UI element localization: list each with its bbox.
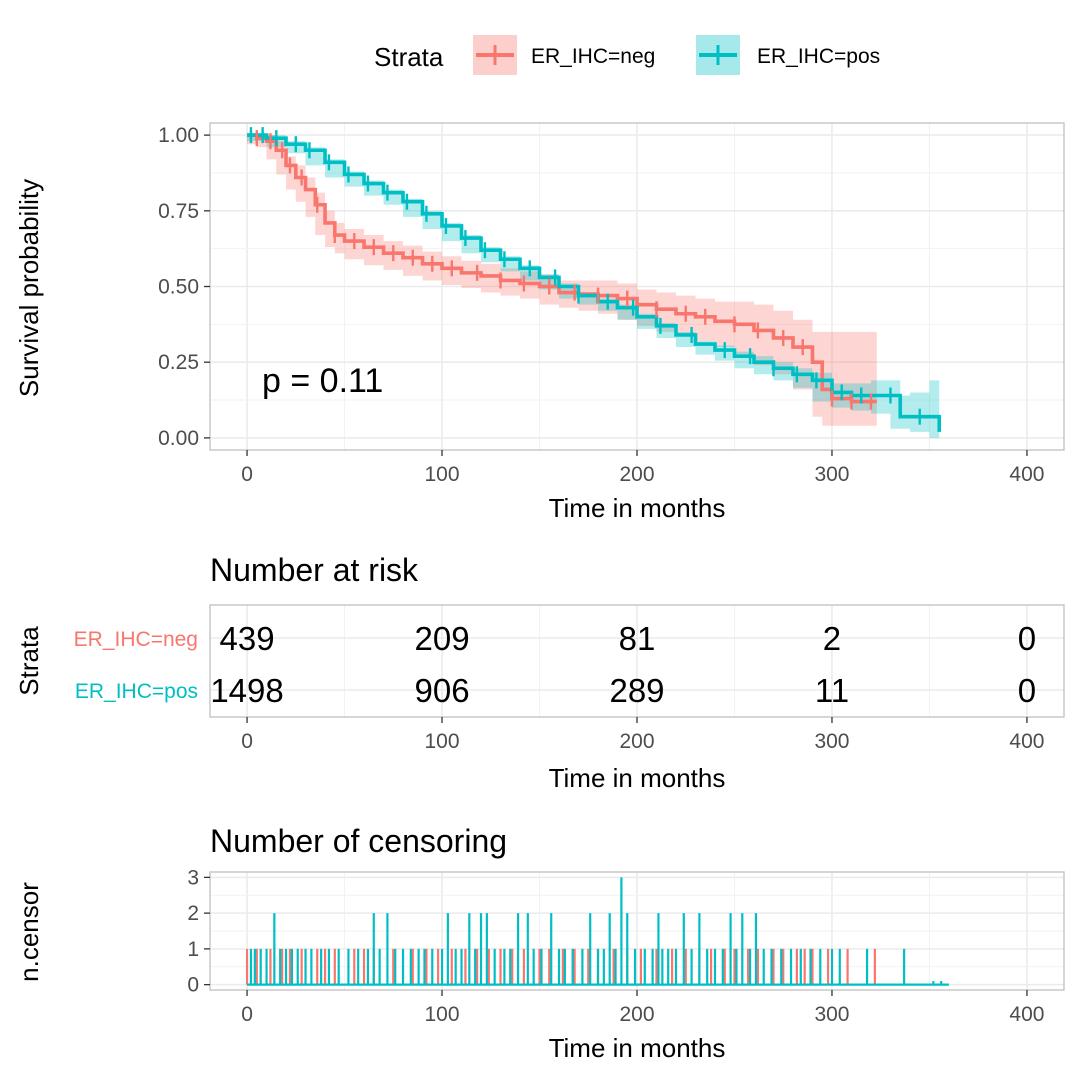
censor-plot-x-tick-label: 200 [619, 1003, 654, 1026]
risk-table-x-ticks: 0 100 200 300 400 [241, 717, 1044, 753]
censor-plot-y-tick-label: 1 [187, 938, 199, 961]
survival-y-tick-label: 0.50 [158, 276, 199, 299]
survival-curve-neg [247, 133, 877, 404]
risk-table-cell: 0 [1018, 620, 1036, 657]
legend-title: Strata [374, 42, 444, 72]
censor-plot-x-tick-label: 400 [1009, 1003, 1044, 1026]
survival-band-neg [247, 135, 877, 426]
risk-table-x-tick-label: 0 [241, 730, 253, 753]
risk-table-cell: 209 [414, 620, 469, 657]
survival-pvalue: p = 0.11 [262, 362, 383, 400]
survival-y-tick-label: 0.75 [158, 200, 199, 223]
risk-table-cell: 2 [823, 620, 841, 657]
risk-table-cell: 906 [414, 672, 469, 709]
survival-y-tick-label: 1.00 [158, 124, 199, 147]
risk-table-row-label: ER_IHC=pos [75, 680, 198, 703]
risk-table-title: Number at risk [210, 552, 419, 588]
survival-x-tick-label: 400 [1009, 463, 1044, 486]
risk-table-x-tick-label: 200 [619, 730, 654, 753]
survival-y-tick-label: 0.25 [158, 351, 199, 374]
censor-plot-bars [245, 877, 949, 986]
censor-plot-xlabel: Time in months [549, 1033, 726, 1063]
risk-table-x-tick-label: 100 [424, 730, 459, 753]
survival-x-ticks: 0 100 200 300 400 [241, 450, 1044, 486]
censor-plot-x-tick-label: 0 [241, 1003, 253, 1026]
legend: Strata ER_IHC=neg ER_IHC=pos [374, 35, 880, 75]
risk-table-cell: 11 [815, 672, 849, 709]
censor-plot: Number of censoring n.censor 0 100 200 300 4… [14, 823, 1065, 1063]
legend-label-neg: ER_IHC=neg [531, 45, 655, 68]
risk-table-x-tick-label: 300 [814, 730, 849, 753]
survival-x-tick-label: 100 [424, 463, 459, 486]
censor-plot-y-ticks: 0 1 2 3 [187, 866, 210, 997]
survival-x-tick-label: 300 [814, 463, 849, 486]
risk-table-xlabel: Time in months [549, 763, 726, 793]
risk-table-cell: 0 [1018, 672, 1036, 709]
risk-table: Number at risk Strata ER_IHC=neg ER_IHC=p… [14, 552, 1065, 793]
censor-plot-x-ticks: 0 100 200 300 400 [241, 990, 1044, 1026]
censor-plot-x-tick-label: 100 [424, 1003, 459, 1026]
risk-table-row-label: ER_IHC=neg [74, 628, 198, 651]
censor-plot-title: Number of censoring [210, 823, 507, 859]
survival-y-ticks: 0.00 0.25 0.50 0.75 1.00 [158, 124, 210, 450]
risk-table-row-labels: ER_IHC=neg ER_IHC=pos [74, 628, 198, 703]
survival-xlabel: Time in months [549, 493, 726, 523]
survival-censor-marks [249, 127, 921, 425]
survival-plot: Survival probability 0 100 200 300 400 0.000… [14, 122, 1065, 523]
risk-table-ylabel: Strata [14, 626, 44, 696]
censor-plot-y-tick-label: 2 [187, 902, 199, 925]
survival-y-tick-label: 0.00 [158, 427, 199, 450]
survival-x-tick-label: 200 [619, 463, 654, 486]
risk-table-cell: 439 [220, 620, 275, 657]
risk-table-cell: 81 [619, 620, 656, 657]
risk-table-cell: 1498 [210, 672, 283, 709]
risk-table-cells: 439 209 81 2 0 1498 906 289 11 0 [210, 620, 1036, 709]
survival-x-tick-label: 0 [241, 463, 253, 486]
censor-plot-y-tick-label: 3 [187, 866, 199, 889]
survival-ylabel: Survival probability [14, 179, 44, 397]
censor-plot-y-tick-label: 0 [187, 974, 199, 997]
risk-table-cell: 289 [609, 672, 664, 709]
legend-label-pos: ER_IHC=pos [757, 45, 880, 68]
censor-plot-x-tick-label: 300 [814, 1003, 849, 1026]
risk-table-x-tick-label: 400 [1009, 730, 1044, 753]
risk-table-grid [210, 605, 1064, 717]
censor-plot-ylabel: n.censor [14, 882, 44, 982]
